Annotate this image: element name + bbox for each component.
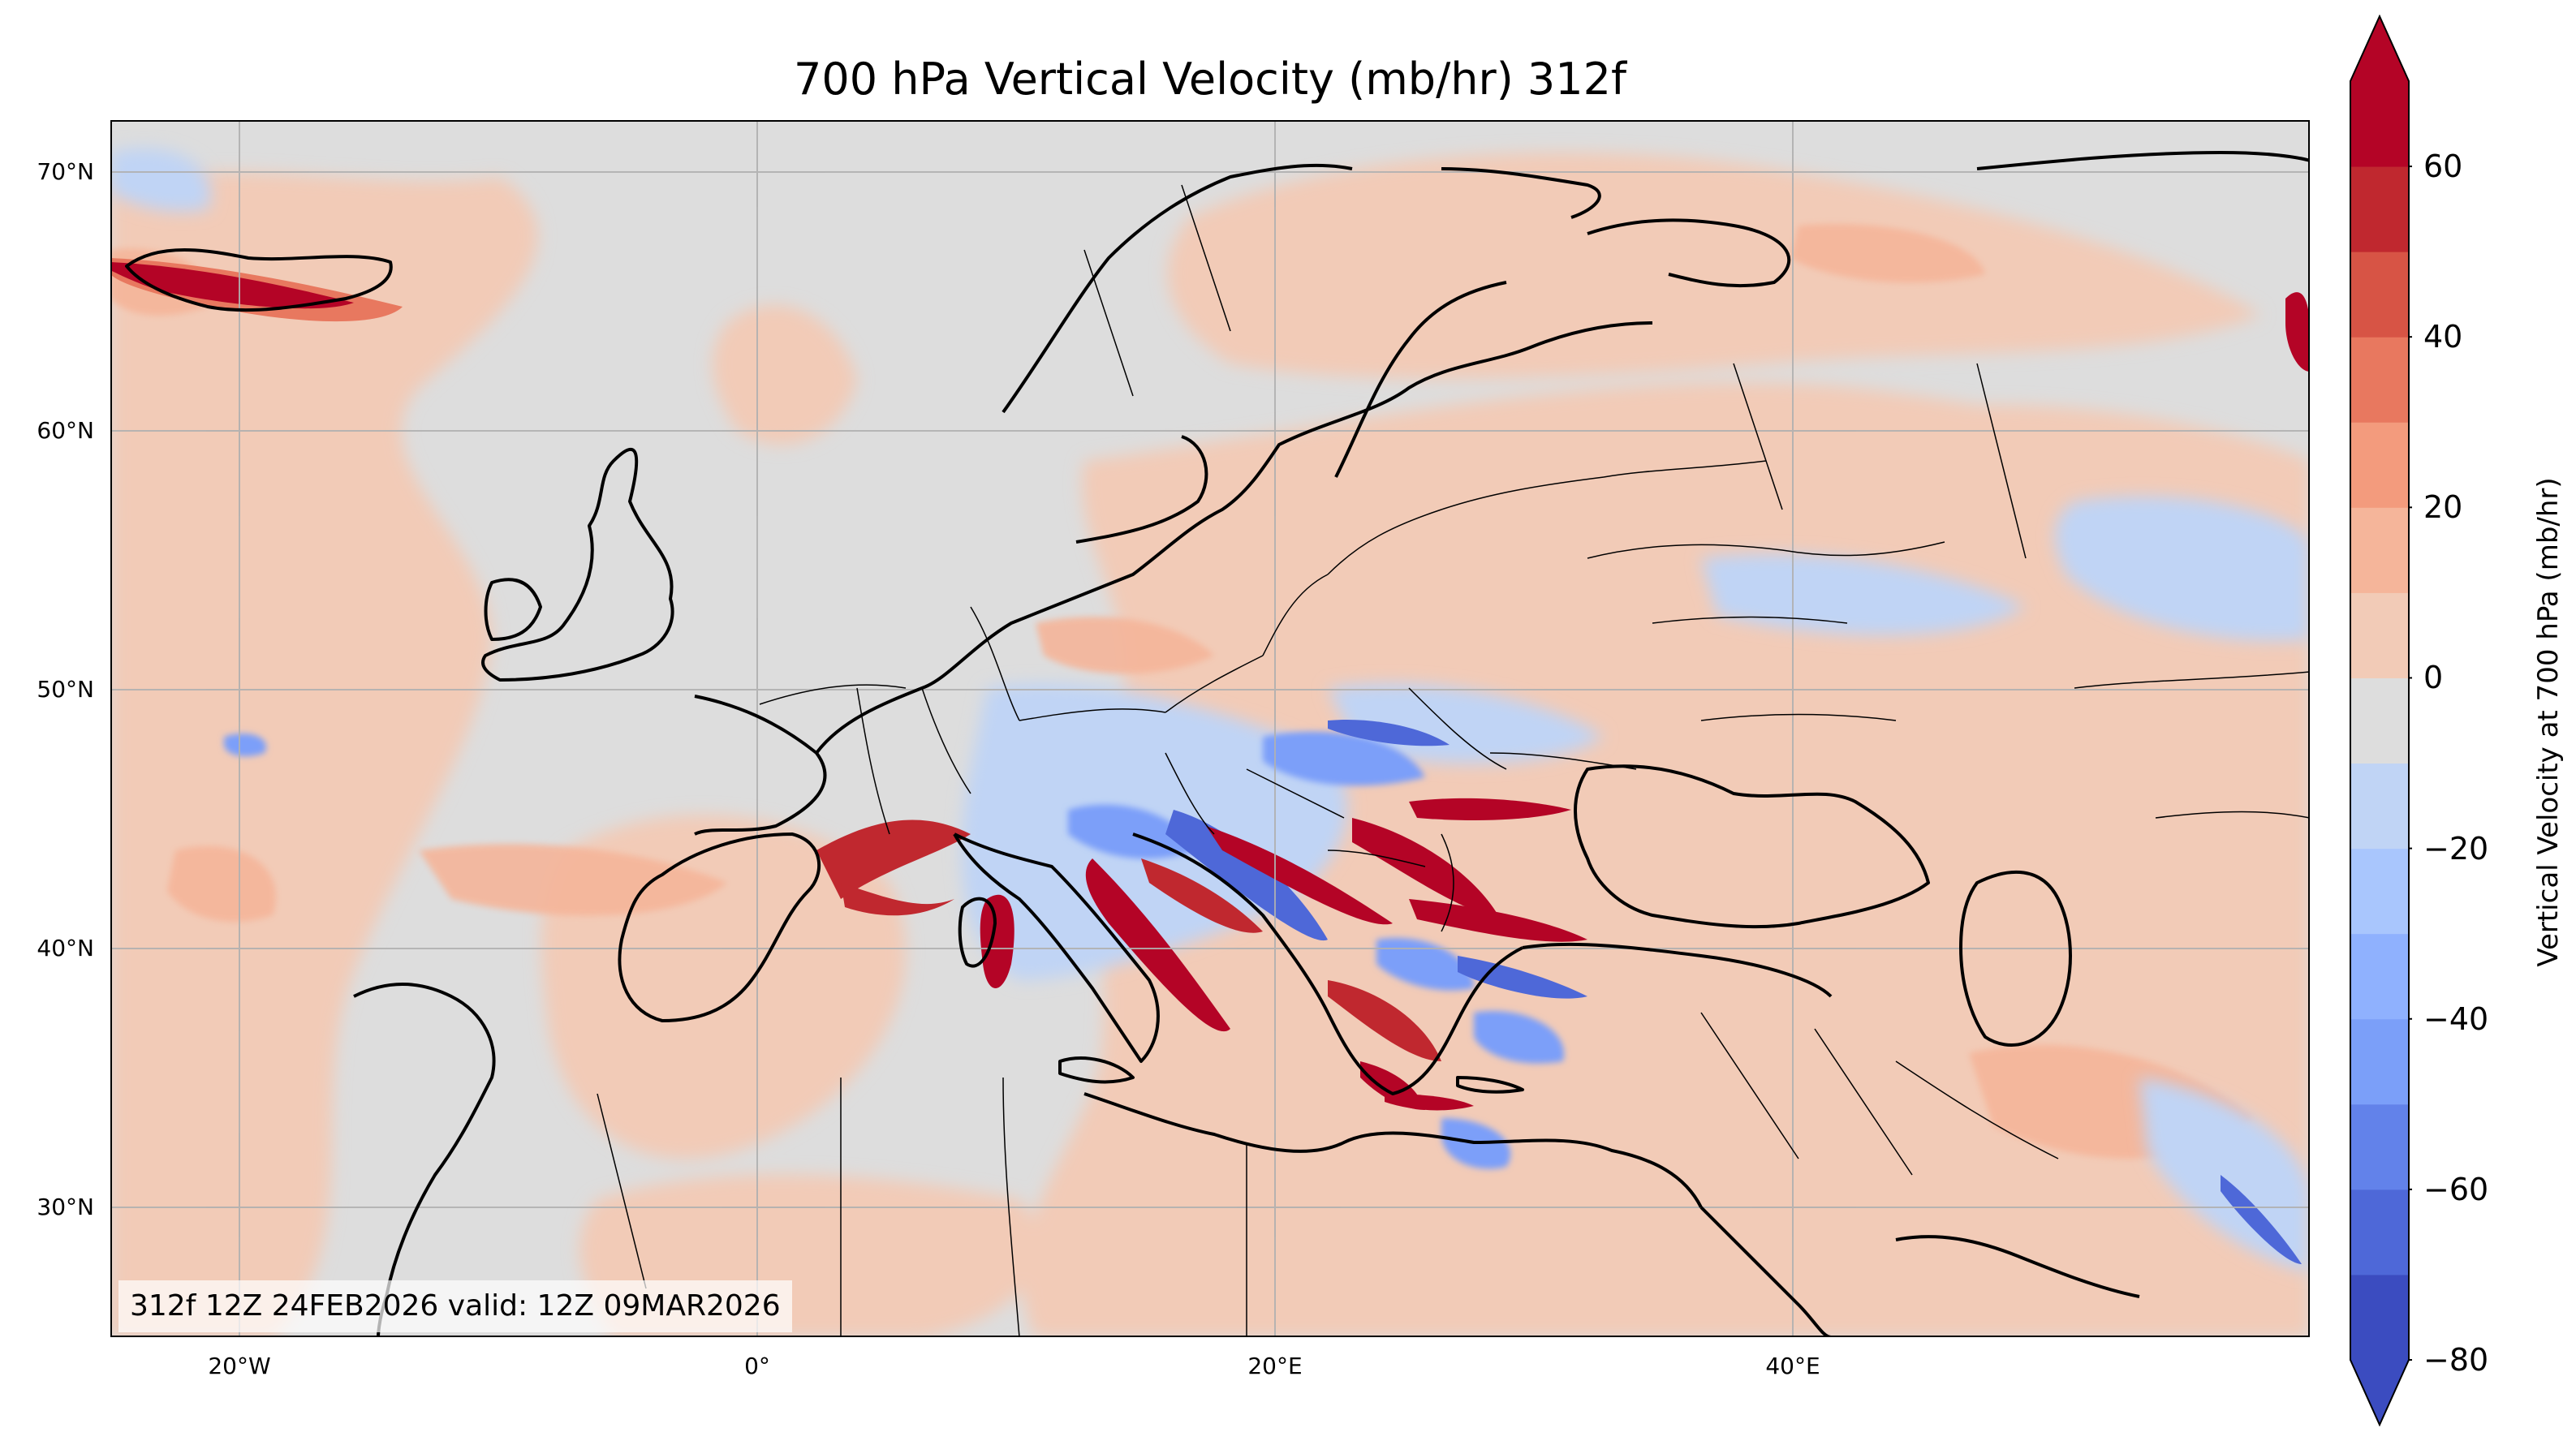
colorbar-tick-label: −40 (2423, 1000, 2489, 1037)
colorbar-band (2350, 1189, 2409, 1275)
colorbar-band (2350, 763, 2409, 850)
colorbar-outline (2350, 15, 2410, 1426)
lat-label-70n: 70°N (37, 158, 94, 185)
colorbar-band (2350, 166, 2409, 252)
strong-ascent-streaks (110, 258, 2310, 1111)
colorbar-band (2350, 678, 2409, 764)
colorbar-band (2350, 1018, 2409, 1105)
lat-label-30n: 30°N (37, 1194, 94, 1220)
colorbar (2350, 15, 2412, 1426)
lon-label-40e: 40°E (1765, 1353, 1820, 1379)
colorbar-tick-label: −80 (2423, 1342, 2489, 1378)
vertical-velocity-map (110, 120, 2310, 1337)
lon-label-20w: 20°W (208, 1353, 271, 1379)
map-title: 700 hPa Vertical Velocity (mb/hr) 312f (793, 54, 1627, 105)
colorbar-tick-label: 40 (2423, 319, 2463, 355)
colorbar-band (2350, 848, 2409, 935)
colorbar-tick-label: 0 (2423, 660, 2444, 696)
colorbar-bands (2350, 16, 2409, 1425)
colorbar-tick-label: −60 (2423, 1171, 2489, 1207)
graticule (110, 120, 2310, 1337)
colorbar-band (2350, 81, 2409, 167)
colorbar-tick-label: −20 (2423, 830, 2489, 867)
lon-label-20e: 20°E (1247, 1353, 1303, 1379)
forecast-timestamp: 312f 12Z 24FEB2026 valid: 12Z 09MAR2026 (118, 1280, 792, 1332)
colorbar-band (2350, 1103, 2409, 1190)
colorbar-extend-min (2350, 1360, 2409, 1425)
lon-label-0: 0° (744, 1353, 770, 1379)
colorbar-band (2350, 1274, 2409, 1361)
colorbar-tick-label: 20 (2423, 489, 2463, 526)
lat-label-60n: 60°N (37, 417, 94, 444)
colorbar-title: Vertical Velocity at 700 hPa (mb/hr) (2532, 477, 2565, 967)
map-frame (110, 120, 2310, 1337)
country-borders (597, 184, 2310, 1337)
lat-label-50n: 50°N (37, 676, 94, 703)
colorbar-band (2350, 507, 2409, 593)
colorbar-band (2350, 337, 2409, 423)
lat-label-40n: 40°N (37, 935, 94, 961)
colorbar-band (2350, 252, 2409, 338)
colorbar-band (2350, 592, 2409, 678)
colorbar-extend-max (2350, 16, 2409, 81)
colorbar-tick-label: 60 (2423, 148, 2463, 185)
colorbar-band (2350, 422, 2409, 508)
colorbar-band (2350, 933, 2409, 1020)
strong-descent-streaks (1165, 720, 2302, 1264)
moderate-descent-patches (224, 731, 1565, 1169)
